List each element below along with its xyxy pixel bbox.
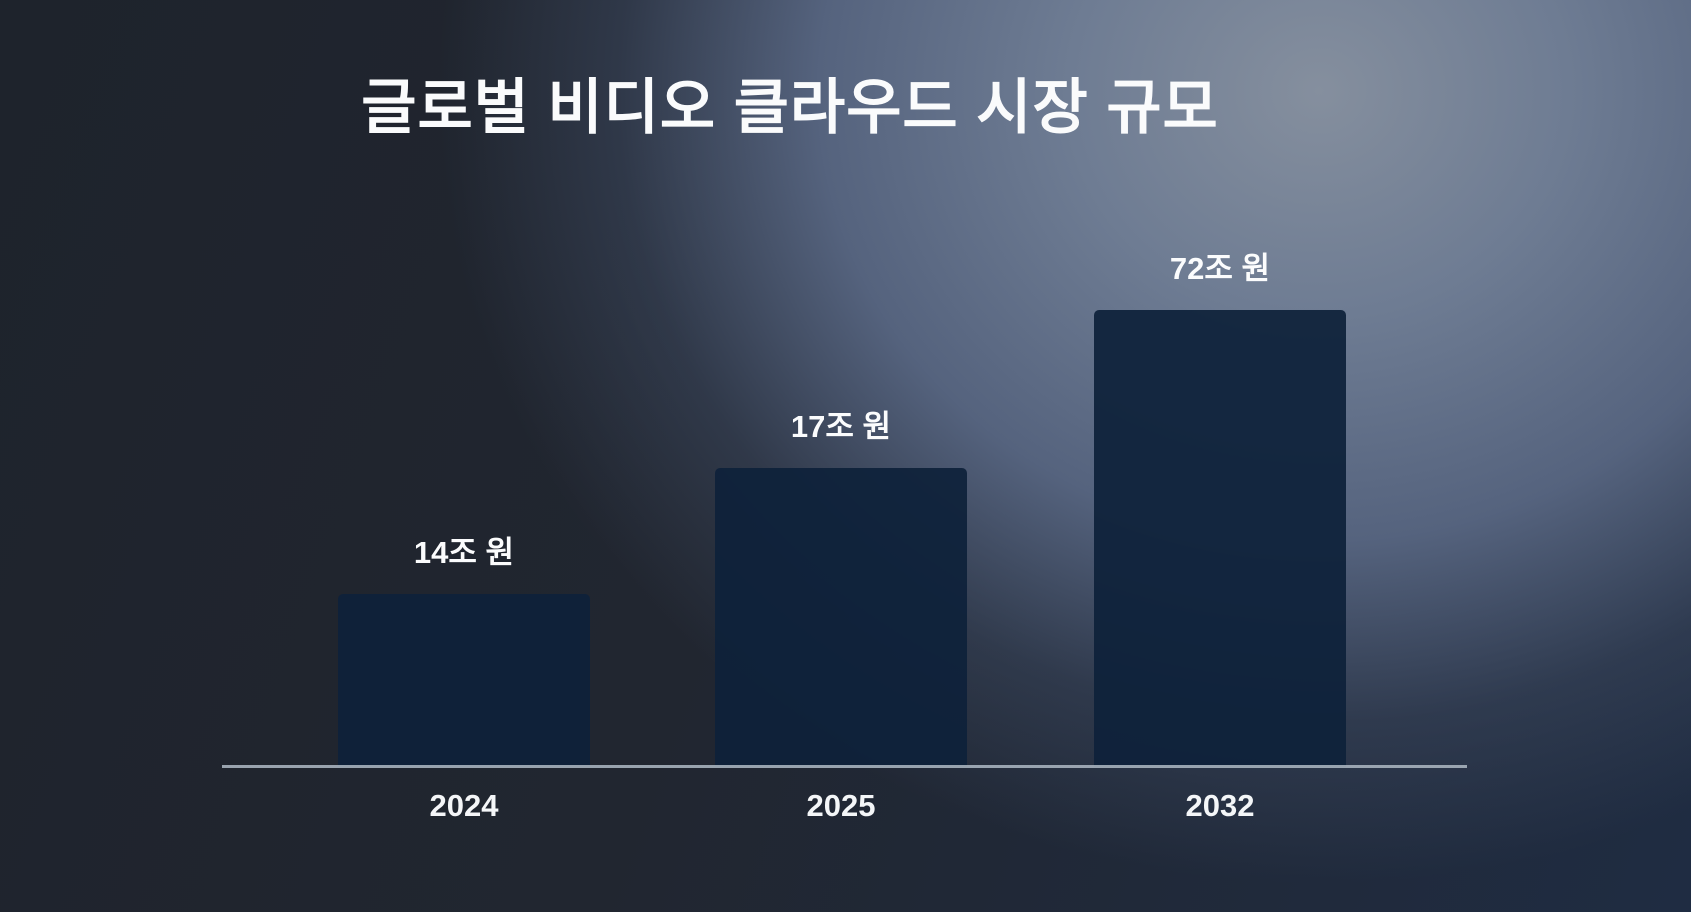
bar-2024	[338, 594, 590, 767]
bar-value-label-2032: 72조 원	[1169, 251, 1271, 286]
x-tick-label-2032: 2032	[1185, 788, 1255, 823]
bar-2032	[1094, 310, 1346, 767]
bar-value-label-2024: 14조 원	[413, 535, 515, 570]
x-tick-label-2024: 2024	[429, 788, 499, 823]
bar-2025	[715, 468, 967, 767]
chart-title: 글로벌 비디오 클라우드 시장 규모	[361, 74, 1219, 141]
x-axis-line	[222, 765, 1467, 768]
x-tick-label-2025: 2025	[806, 788, 876, 823]
bar-value-label-2025: 17조 원	[790, 409, 892, 444]
